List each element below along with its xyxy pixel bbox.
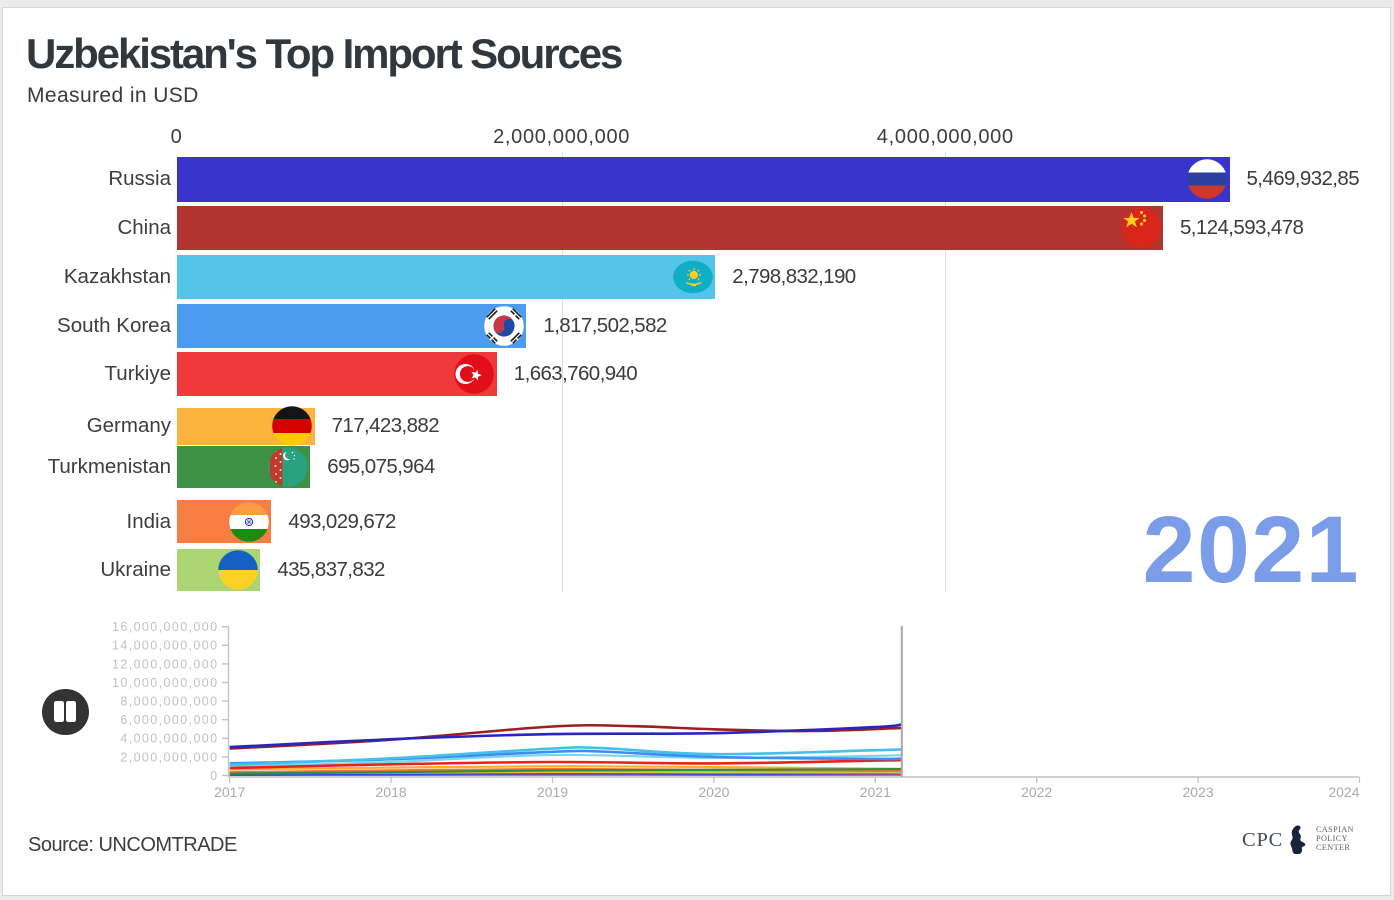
svg-text:2019: 2019 <box>537 784 568 800</box>
svg-text:16,000,000,000: 16,000,000,000 <box>112 620 219 634</box>
svg-text:2018: 2018 <box>376 784 407 800</box>
svg-text:12,000,000,000: 12,000,000,000 <box>112 657 219 671</box>
svg-text:14,000,000,000: 14,000,000,000 <box>112 639 219 653</box>
svg-text:6,000,000,000: 6,000,000,000 <box>120 713 218 727</box>
svg-text:2022: 2022 <box>1021 784 1052 800</box>
svg-text:2024: 2024 <box>1328 784 1359 800</box>
svg-text:8,000,000,000: 8,000,000,000 <box>120 695 218 709</box>
svg-text:2,000,000,000: 2,000,000,000 <box>120 750 218 764</box>
svg-text:2021: 2021 <box>860 784 891 800</box>
svg-text:2020: 2020 <box>698 784 729 800</box>
svg-text:0: 0 <box>210 769 218 783</box>
svg-text:10,000,000,000: 10,000,000,000 <box>112 676 219 690</box>
svg-text:4,000,000,000: 4,000,000,000 <box>120 732 218 746</box>
svg-text:2023: 2023 <box>1183 784 1214 800</box>
svg-text:2017: 2017 <box>214 784 245 800</box>
